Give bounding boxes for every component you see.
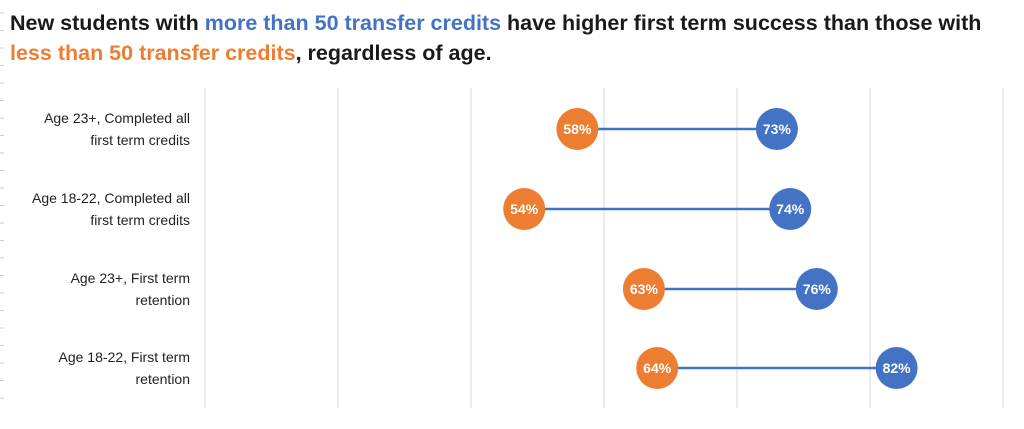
marker-more-4 bbox=[875, 347, 918, 389]
category-label-3-line2: retention bbox=[135, 292, 190, 308]
category-label-3-line1: Age 23+, First term bbox=[70, 270, 190, 286]
gridlines bbox=[204, 88, 1004, 408]
category-label-4-line2: retention bbox=[135, 371, 190, 387]
marker-less-4 bbox=[636, 347, 679, 389]
marker-more-3 bbox=[795, 268, 838, 310]
marker-less-1 bbox=[556, 108, 599, 150]
title-highlight-more: more than 50 transfer credits bbox=[204, 11, 502, 35]
title-part-1: New students with bbox=[10, 11, 205, 35]
data-label-less-1: 58% bbox=[563, 121, 592, 137]
category-label-2: Age 18-22, Completed all first term cred… bbox=[0, 187, 190, 231]
title-part-3: , regardless of age. bbox=[295, 41, 492, 65]
title-part-2: have higher first term success than thos… bbox=[501, 11, 982, 35]
data-label-less-4: 64% bbox=[643, 360, 672, 376]
category-label-2-line2: first term credits bbox=[90, 212, 190, 228]
chart-title: New students with more than 50 transfer … bbox=[10, 8, 1000, 68]
data-label-more-4: 82% bbox=[883, 360, 912, 376]
left-edge-ticks bbox=[0, 12, 4, 399]
data-label-less-3: 63% bbox=[630, 281, 659, 297]
marker-less-3 bbox=[622, 268, 665, 310]
category-label-1-line2: first term credits bbox=[90, 132, 190, 148]
title-highlight-less: less than 50 transfer credits bbox=[10, 41, 296, 65]
category-label-1: Age 23+, Completed all first term credit… bbox=[0, 107, 190, 151]
marker-more-2 bbox=[769, 188, 812, 230]
data-label-more-2: 74% bbox=[776, 201, 805, 217]
data-label-more-3: 76% bbox=[803, 281, 832, 297]
data-label-more-1: 73% bbox=[763, 121, 792, 137]
category-label-1-line1: Age 23+, Completed all bbox=[44, 110, 190, 126]
marker-less-2 bbox=[503, 188, 546, 230]
data-label-less-2: 54% bbox=[510, 201, 539, 217]
category-label-3: Age 23+, First term retention bbox=[0, 267, 190, 311]
marker-more-1 bbox=[755, 108, 798, 150]
category-label-4: Age 18-22, First term retention bbox=[0, 346, 191, 390]
category-label-2-line1: Age 18-22, Completed all bbox=[32, 190, 190, 206]
category-label-4-line1: Age 18-22, First term bbox=[58, 349, 191, 365]
